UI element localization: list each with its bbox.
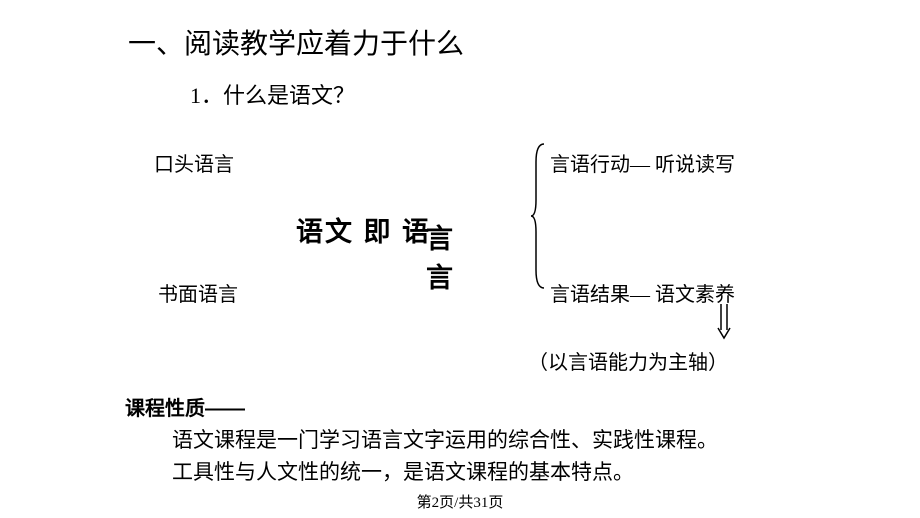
- center-base-text: 语文 即 语: [296, 217, 431, 247]
- right-brace-icon: [530, 142, 548, 290]
- action-value: 听说读写: [650, 154, 735, 176]
- action-label: 言语行动—: [550, 154, 650, 176]
- axis-note: （以言语能力为主轴）: [528, 346, 728, 375]
- section-heading: 一、阅读教学应着力于什么: [128, 22, 464, 62]
- course-description-line-2: 工具性与人文性的统一，是语文课程的基本特点。: [172, 456, 634, 486]
- speech-action-line: 言语行动— 听说读写: [550, 148, 735, 177]
- center-overlay-text: 言言: [426, 217, 455, 295]
- arrow-down-icon: [717, 302, 731, 340]
- sub-heading: 1．什么是语文？: [190, 78, 355, 110]
- result-label: 言语结果—: [550, 284, 650, 306]
- page-number: 第2页/共31页: [0, 491, 920, 512]
- course-description-line-1: 语文课程是一门学习语言文字运用的综合性、实践性课程。: [172, 424, 718, 454]
- speech-result-line: 言语结果— 语文素养: [550, 278, 735, 307]
- center-definition: 语文 即 语 言言: [296, 210, 431, 249]
- written-language-label: 书面语言: [158, 278, 238, 307]
- course-nature-label: 课程性质——: [125, 392, 245, 421]
- oral-language-label: 口头语言: [154, 148, 234, 177]
